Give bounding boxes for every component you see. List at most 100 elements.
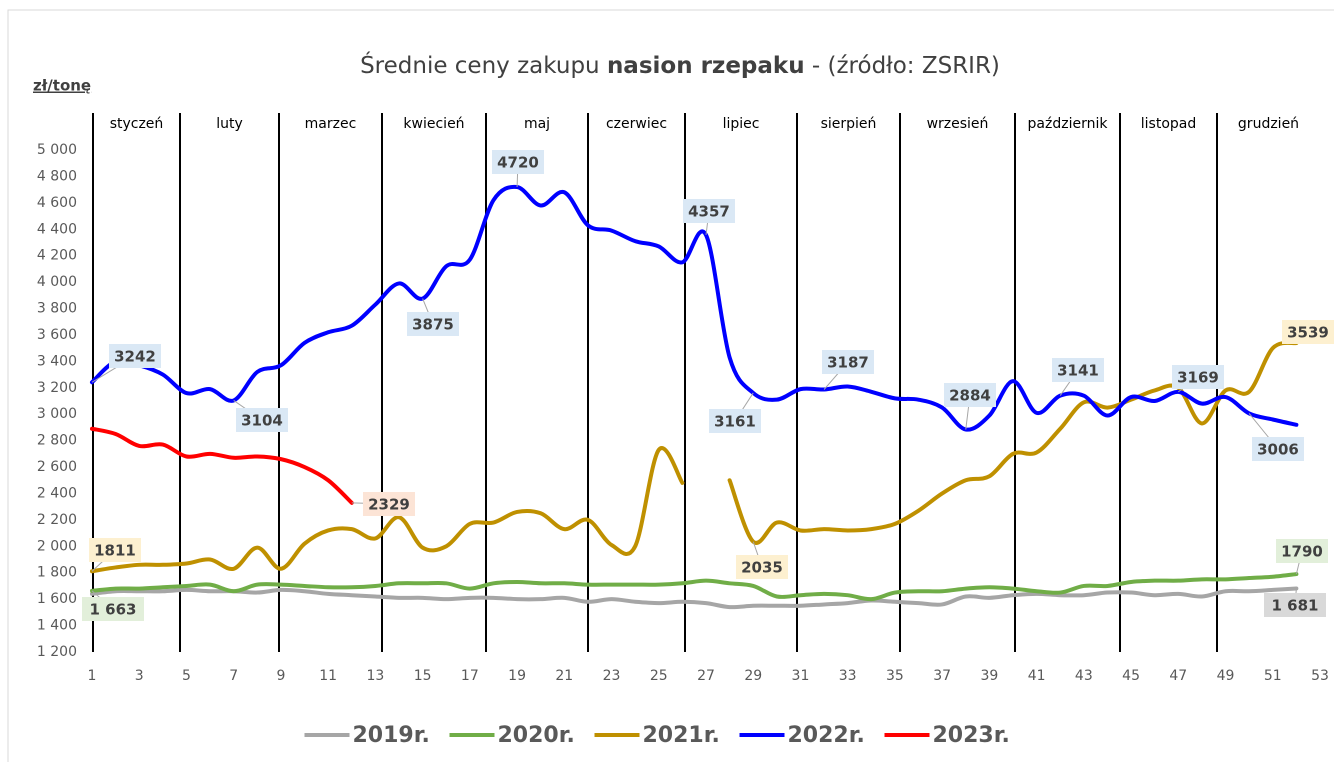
x-tick-label: 49 bbox=[1217, 668, 1235, 684]
x-tick-label: 29 bbox=[744, 668, 762, 684]
y-tick-label: 2 800 bbox=[37, 433, 77, 449]
month-label: marzec bbox=[305, 116, 357, 132]
month-label: styczeń bbox=[110, 116, 164, 132]
month-label: kwiecień bbox=[403, 116, 464, 132]
x-tick-label: 23 bbox=[603, 668, 621, 684]
line-series bbox=[727, 340, 1299, 545]
line-series bbox=[90, 572, 1299, 602]
x-tick-label: 25 bbox=[650, 668, 668, 684]
x-tick-label: 51 bbox=[1264, 668, 1282, 684]
data-label: 3141 bbox=[1057, 362, 1099, 380]
label-box bbox=[736, 555, 788, 579]
month-label: maj bbox=[524, 116, 550, 132]
y-tick-label: 5 000 bbox=[37, 142, 77, 158]
label-box bbox=[407, 312, 459, 336]
month-label: grudzień bbox=[1238, 116, 1299, 132]
x-tick-label: 39 bbox=[980, 668, 998, 684]
data-label: 3187 bbox=[827, 354, 869, 372]
label-box bbox=[492, 150, 544, 174]
data-label: 3104 bbox=[241, 412, 283, 430]
x-tick-label: 1 bbox=[88, 668, 97, 684]
data-label: 2884 bbox=[949, 387, 991, 405]
y-tick-label: 2 400 bbox=[37, 485, 77, 501]
label-box bbox=[944, 383, 996, 407]
x-tick-label: 3 bbox=[135, 668, 144, 684]
x-tick-label: 27 bbox=[697, 668, 715, 684]
y-tick-label: 1 600 bbox=[37, 591, 77, 607]
line-series bbox=[90, 586, 1299, 610]
label-box bbox=[1172, 365, 1224, 389]
legend-label: 2020r. bbox=[498, 723, 575, 748]
x-tick-label: 13 bbox=[366, 668, 384, 684]
y-tick-label: 1 400 bbox=[37, 618, 77, 634]
x-tick-label: 47 bbox=[1169, 668, 1187, 684]
chart-title: Średnie ceny zakupu nasion rzepaku - (źr… bbox=[360, 51, 1000, 79]
legend-label: 2023r. bbox=[933, 723, 1010, 748]
data-label: 3169 bbox=[1177, 369, 1219, 387]
label-box bbox=[822, 350, 874, 374]
y-tick-label: 3 600 bbox=[37, 327, 77, 343]
label-box bbox=[1282, 320, 1334, 344]
label-box bbox=[82, 597, 144, 621]
data-label: 3161 bbox=[714, 413, 756, 431]
title-part: - (źródło: ZSRIR) bbox=[805, 53, 1000, 79]
x-tick-label: 37 bbox=[933, 668, 951, 684]
data-label: 1811 bbox=[94, 542, 136, 560]
y-tick-label: 2 600 bbox=[37, 459, 77, 475]
line-series bbox=[90, 184, 1299, 432]
x-tick-label: 45 bbox=[1122, 668, 1140, 684]
data-label: 3006 bbox=[1257, 441, 1299, 459]
legend-label: 2022r. bbox=[788, 723, 865, 748]
label-box bbox=[1052, 358, 1104, 382]
data-label: 4720 bbox=[497, 154, 539, 172]
label-box bbox=[709, 409, 761, 433]
data-label: 3539 bbox=[1287, 324, 1329, 342]
y-tick-label: 1 200 bbox=[37, 644, 77, 660]
x-tick-label: 7 bbox=[229, 668, 238, 684]
x-tick-label: 33 bbox=[839, 668, 857, 684]
data-label: 4357 bbox=[688, 203, 730, 221]
x-tick-label: 11 bbox=[319, 668, 337, 684]
y-tick-label: 3 400 bbox=[37, 353, 77, 369]
title-part: Średnie ceny zakupu bbox=[360, 51, 607, 79]
data-label: 1 681 bbox=[1272, 597, 1319, 615]
label-box bbox=[1276, 539, 1328, 563]
month-label: luty bbox=[216, 116, 243, 132]
x-tick-label: 41 bbox=[1028, 668, 1046, 684]
label-box bbox=[89, 538, 141, 562]
x-tick-label: 43 bbox=[1075, 668, 1093, 684]
y-tick-label: 4 400 bbox=[37, 221, 77, 237]
y-tick-label: 3 200 bbox=[37, 380, 77, 396]
month-label: listopad bbox=[1141, 116, 1196, 132]
month-label: wrzesień bbox=[927, 116, 989, 132]
y-tick-label: 4 200 bbox=[37, 248, 77, 264]
data-label: 2035 bbox=[741, 559, 783, 577]
label-box bbox=[363, 492, 415, 516]
x-tick-label: 17 bbox=[461, 668, 479, 684]
month-label: sierpień bbox=[821, 116, 877, 132]
label-box bbox=[109, 344, 161, 368]
y-tick-label: 2 200 bbox=[37, 512, 77, 528]
title-part: nasion rzepaku bbox=[607, 53, 805, 79]
y-tick-label: 4 600 bbox=[37, 195, 77, 211]
x-tick-label: 53 bbox=[1311, 668, 1329, 684]
y-tick-label: 1 800 bbox=[37, 565, 77, 581]
data-label: 3875 bbox=[412, 316, 454, 334]
y-tick-label: 4 000 bbox=[37, 274, 77, 290]
y-tick-label: 4 800 bbox=[37, 168, 77, 184]
legend-label: 2019r. bbox=[353, 723, 430, 748]
month-label: październik bbox=[1028, 116, 1109, 132]
label-box bbox=[1264, 593, 1326, 617]
x-tick-label: 19 bbox=[508, 668, 526, 684]
label-box bbox=[236, 408, 288, 432]
x-tick-label: 21 bbox=[555, 668, 573, 684]
line-series bbox=[90, 426, 354, 505]
y-axis-label: zł/tonę bbox=[33, 77, 91, 95]
data-label: 1790 bbox=[1281, 543, 1323, 561]
y-tick-label: 2 000 bbox=[37, 538, 77, 554]
x-tick-label: 9 bbox=[276, 668, 285, 684]
line-series bbox=[90, 446, 685, 574]
x-tick-label: 15 bbox=[414, 668, 432, 684]
data-label: 2329 bbox=[368, 496, 410, 514]
